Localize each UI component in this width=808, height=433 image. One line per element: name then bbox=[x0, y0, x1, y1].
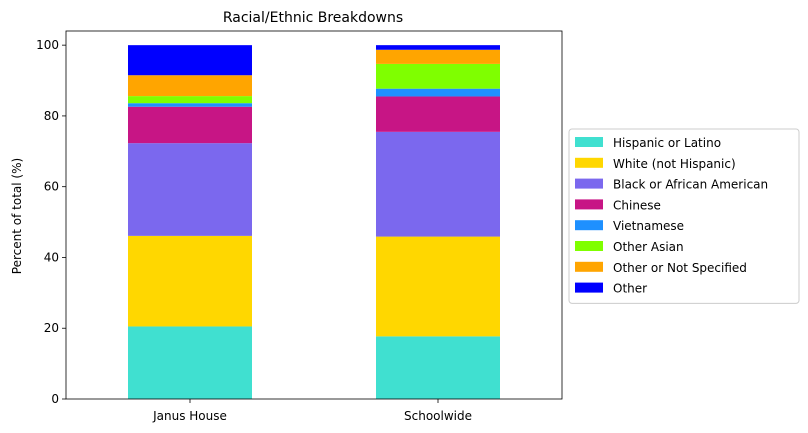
x-tick-label: Schoolwide bbox=[404, 409, 472, 423]
bar-janus-house-other bbox=[128, 45, 252, 76]
legend-swatch-other-asian bbox=[575, 241, 603, 251]
bar-janus-house-vietnamese bbox=[128, 103, 252, 107]
y-tick-label: 40 bbox=[44, 250, 59, 264]
plot-frame bbox=[65, 30, 563, 400]
legend-swatch-hispanic-or-latino bbox=[575, 137, 603, 147]
legend: Hispanic or Latino White (not Hispanic) Bl… bbox=[568, 128, 800, 304]
bar-janus-house-hispanic-or-latino bbox=[128, 326, 252, 399]
legend-swatch-white-not-hispanic bbox=[575, 157, 603, 168]
bar-schoolwide-other-asian bbox=[376, 63, 500, 89]
bar-schoolwide-hispanic-or-latino bbox=[376, 336, 500, 399]
axes-layer: 0 20 40 60 80 100 Janus House Schoolwide bbox=[36, 30, 563, 423]
bar-schoolwide-chinese bbox=[376, 96, 500, 132]
bar-janus-house-other-asian bbox=[128, 96, 252, 104]
bars-layer bbox=[128, 45, 500, 399]
bar-schoolwide-vietnamese bbox=[376, 88, 500, 97]
bar-schoolwide-other-or-not-specified bbox=[376, 49, 500, 64]
legend-swatch-vietnamese bbox=[575, 220, 603, 231]
legend-label-white-not-hispanic: White (not Hispanic) bbox=[613, 157, 736, 171]
bar-schoolwide-other bbox=[376, 45, 500, 50]
legend-frame bbox=[568, 128, 800, 304]
legend-label-hispanic-or-latino: Hispanic or Latino bbox=[613, 136, 721, 150]
legend-swatch-other bbox=[575, 282, 603, 293]
bar-janus-house-other-or-not-specified bbox=[128, 75, 252, 97]
y-tick-label: 60 bbox=[44, 180, 59, 194]
legend-label-other: Other bbox=[613, 282, 647, 296]
y-tick-label: 80 bbox=[44, 109, 59, 123]
chart-title: Racial/Ethnic Breakdowns bbox=[223, 10, 403, 26]
legend-label-other-or-not-specified: Other or Not Specified bbox=[613, 261, 747, 275]
bar-janus-house-chinese bbox=[128, 106, 252, 144]
y-tick-label: 20 bbox=[44, 321, 59, 335]
bar-janus-house-white-not-hispanic bbox=[128, 235, 252, 327]
legend-swatch-other-or-not-specified bbox=[575, 261, 603, 272]
legend-swatch-black-or-african-american bbox=[575, 178, 603, 189]
legend-label-black-or-african-american: Black or African American bbox=[613, 178, 768, 192]
y-tick-label: 100 bbox=[36, 38, 59, 52]
legend-swatch-chinese bbox=[575, 199, 603, 210]
y-tick-label: 0 bbox=[51, 392, 59, 406]
bar-schoolwide-black-or-african-american bbox=[376, 131, 500, 237]
legend-label-vietnamese: Vietnamese bbox=[613, 219, 684, 233]
x-tick-label: Janus House bbox=[152, 409, 227, 423]
legend-label-chinese: Chinese bbox=[613, 198, 661, 212]
bar-janus-house-black-or-african-american bbox=[128, 143, 252, 236]
bar-schoolwide-white-not-hispanic bbox=[376, 236, 500, 337]
legend-label-other-asian: Other Asian bbox=[613, 240, 684, 254]
y-axis-label: Percent of total (%) bbox=[10, 158, 24, 274]
